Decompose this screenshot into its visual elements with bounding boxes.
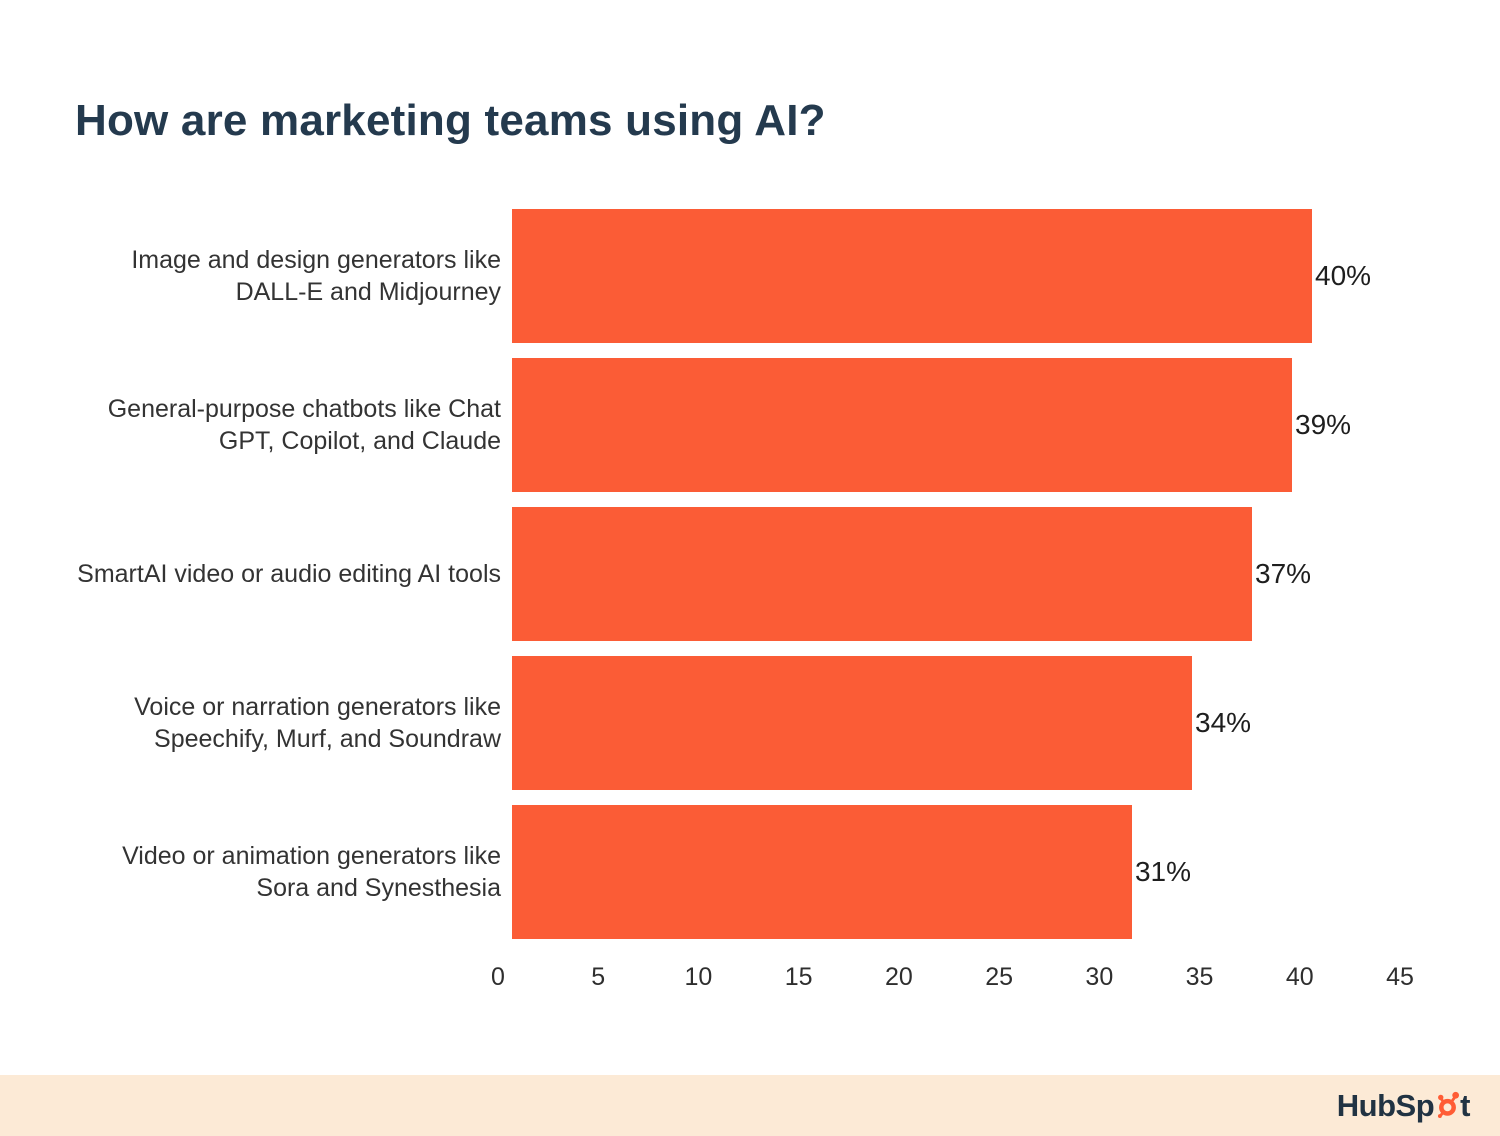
footer-band: HubSp t — [0, 1075, 1500, 1136]
bar-track: 39% — [512, 358, 1412, 492]
chart-row: General-purpose chatbots like Chat GPT, … — [75, 358, 1445, 492]
chart-row: Image and design generators like DALL-E … — [75, 209, 1445, 343]
x-tick: 45 — [1386, 963, 1414, 991]
bar — [512, 805, 1132, 939]
value-label: 37% — [1255, 558, 1312, 589]
x-tick: 25 — [985, 963, 1014, 991]
x-tick: 5 — [591, 963, 606, 991]
x-tick: 10 — [684, 963, 713, 991]
chart-row: Voice or narration generators like Speec… — [75, 656, 1445, 790]
category-label: Video or animation generators like Sora … — [122, 842, 501, 902]
x-tick: 0 — [491, 963, 505, 991]
chart-row: SmartAI video or audio editing AI tools … — [75, 507, 1445, 641]
bar-track: 31% — [512, 805, 1412, 939]
bar — [512, 209, 1312, 343]
bar-chart: Image and design generators like DALL-E … — [75, 209, 1445, 1001]
value-label: 40% — [1315, 260, 1372, 291]
bar-track: 40% — [512, 209, 1412, 343]
chart-row: Video or animation generators like Sora … — [75, 805, 1445, 939]
logo-text-post: t — [1460, 1087, 1470, 1123]
x-tick: 35 — [1185, 963, 1214, 991]
category-label: General-purpose chatbots like Chat GPT, … — [107, 395, 501, 455]
bar-track: 34% — [512, 656, 1412, 790]
hubspot-sprocket-icon — [1438, 1091, 1460, 1118]
bar — [512, 656, 1192, 790]
bar — [512, 358, 1292, 492]
x-tick: 15 — [784, 963, 813, 991]
value-label: 34% — [1195, 707, 1252, 738]
category-label: Voice or narration generators like Speec… — [134, 693, 501, 753]
hubspot-logo: HubSp t — [1336, 1087, 1471, 1124]
value-label: 39% — [1295, 409, 1352, 440]
chart-title: How are marketing teams using AI? — [75, 96, 826, 145]
value-label: 31% — [1134, 856, 1192, 887]
bar-track: 37% — [512, 507, 1412, 641]
x-tick: 30 — [1085, 963, 1114, 991]
category-label: Image and design generators like DALL-E … — [131, 246, 501, 306]
category-label: SmartAI video or audio editing AI tools — [77, 560, 501, 588]
bar — [512, 507, 1252, 641]
x-tick: 40 — [1285, 963, 1314, 991]
logo-text-pre: HubSp — [1336, 1087, 1435, 1123]
x-tick: 20 — [884, 963, 913, 991]
x-axis: 0 5 10 15 20 25 30 35 40 45 — [491, 955, 1414, 1001]
